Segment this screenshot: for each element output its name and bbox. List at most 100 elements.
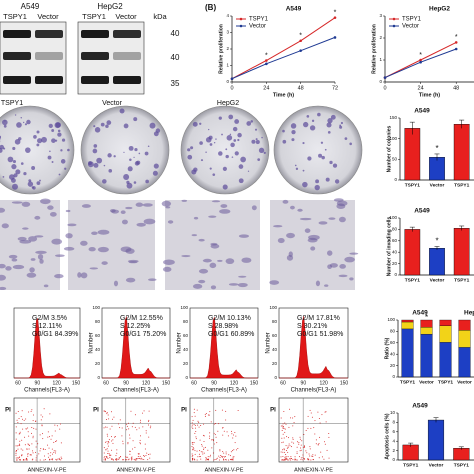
- event: [211, 447, 213, 449]
- event: [32, 437, 34, 439]
- y-tick-label: 100: [389, 136, 397, 141]
- event: [231, 433, 233, 435]
- cell: [26, 272, 37, 278]
- event: [122, 459, 124, 461]
- bar: [402, 444, 419, 461]
- cell: [237, 282, 248, 288]
- colony: [58, 173, 61, 176]
- blot-size: 40: [171, 53, 180, 62]
- colony: [14, 139, 21, 145]
- event: [285, 423, 287, 425]
- flow-y-tick: 0: [274, 375, 277, 380]
- cell: [80, 272, 88, 279]
- event: [105, 419, 107, 421]
- event: [47, 431, 49, 433]
- x-tick-label: TSPY1: [438, 379, 454, 385]
- phase-text: G2/M 17.81%: [297, 315, 340, 322]
- cell: [161, 200, 172, 207]
- event: [280, 417, 282, 419]
- event: [27, 443, 29, 445]
- bar-segment: [420, 327, 433, 335]
- event: [222, 451, 224, 453]
- colony: [233, 139, 237, 142]
- event: [192, 449, 194, 451]
- colony: [215, 138, 217, 140]
- blot-band: [35, 52, 63, 60]
- flow-x-label: Channels(FL3-A): [201, 388, 247, 394]
- event: [57, 458, 59, 460]
- cell: [8, 254, 18, 259]
- cell: [286, 254, 294, 261]
- event: [326, 449, 328, 451]
- event: [293, 422, 295, 424]
- colony: [55, 139, 58, 142]
- event: [282, 459, 284, 461]
- y-tick-label: 1: [226, 63, 229, 68]
- event: [212, 439, 214, 441]
- colony-label: Vector: [102, 100, 123, 107]
- colony: [0, 148, 3, 153]
- event: [319, 436, 321, 438]
- event: [224, 456, 226, 458]
- event: [293, 442, 295, 444]
- event: [30, 410, 32, 412]
- event: [127, 443, 129, 445]
- colony: [0, 135, 2, 139]
- event: [228, 459, 230, 461]
- cell: [40, 198, 51, 205]
- event: [223, 456, 225, 458]
- colony: [315, 179, 320, 184]
- cell: [219, 209, 231, 214]
- event: [58, 457, 60, 459]
- event: [205, 413, 207, 415]
- event: [20, 448, 22, 450]
- event: [44, 449, 46, 451]
- cell: [142, 203, 153, 207]
- event: [43, 455, 45, 457]
- event: [28, 435, 30, 437]
- event: [282, 433, 284, 435]
- event: [230, 430, 232, 432]
- event: [140, 435, 142, 437]
- event: [298, 443, 300, 445]
- colony: [254, 128, 258, 131]
- event: [218, 423, 220, 425]
- event: [285, 445, 287, 447]
- event: [47, 453, 49, 455]
- event: [30, 432, 32, 434]
- event: [285, 458, 287, 460]
- colony: [255, 138, 258, 141]
- event: [108, 442, 110, 444]
- event: [17, 445, 19, 447]
- event: [110, 436, 112, 438]
- event: [143, 455, 145, 457]
- event: [35, 457, 37, 459]
- bar-segment: [439, 325, 452, 343]
- cell: [339, 264, 346, 269]
- event: [328, 433, 330, 435]
- event: [309, 409, 311, 411]
- x-tick-label: Vector: [457, 379, 472, 385]
- flow-x-tick: 60: [15, 380, 21, 386]
- event: [22, 418, 24, 420]
- flow-y-tick: 100: [269, 305, 277, 310]
- flow-x-tick: 60: [280, 380, 286, 386]
- event: [207, 456, 209, 458]
- event: [35, 428, 37, 430]
- event: [328, 436, 330, 438]
- event: [28, 411, 30, 413]
- flow-x-label: Channels(FL3-A): [291, 388, 337, 394]
- cell: [11, 201, 23, 204]
- colony: [152, 170, 158, 176]
- y-axis-label: Ratio (%): [384, 337, 390, 359]
- event: [106, 433, 108, 435]
- colony: [302, 181, 308, 188]
- legend-label: Vector: [402, 24, 419, 30]
- cell: [198, 279, 206, 284]
- colony: [93, 144, 98, 148]
- event: [116, 459, 118, 461]
- event: [142, 412, 144, 414]
- point: [333, 36, 337, 39]
- flow-y-tick: 100: [180, 305, 188, 310]
- event: [191, 455, 193, 457]
